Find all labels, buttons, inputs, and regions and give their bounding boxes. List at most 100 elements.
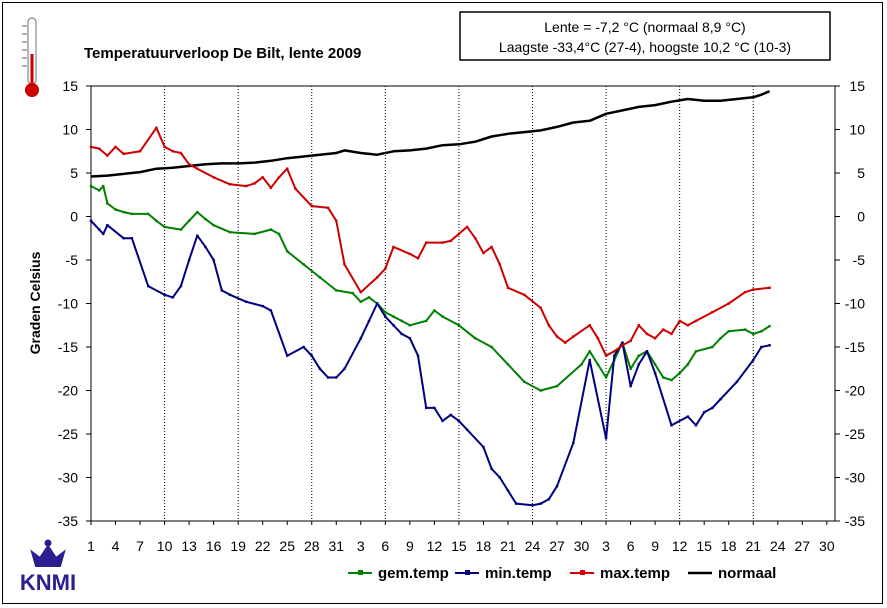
- data-point: [318, 367, 322, 370]
- data-point: [253, 232, 256, 236]
- y-tick-label-right: -15: [845, 339, 865, 355]
- data-point: [343, 263, 346, 266]
- data-point: [490, 345, 493, 349]
- data-point: [122, 210, 125, 214]
- data-point: [686, 415, 690, 418]
- data-point: [719, 398, 722, 401]
- x-tick-label: 27: [795, 538, 811, 554]
- x-tick-label: 15: [696, 538, 712, 554]
- data-point: [629, 367, 632, 370]
- data-point: [662, 376, 665, 379]
- data-point: [155, 126, 158, 129]
- data-point: [441, 241, 444, 244]
- data-point: [302, 263, 305, 266]
- data-point: [228, 230, 232, 234]
- data-point: [457, 419, 461, 423]
- data-point: [596, 337, 600, 340]
- data-point: [212, 176, 215, 179]
- data-point: [196, 234, 199, 237]
- data-point: [335, 376, 338, 379]
- data-point: [743, 290, 747, 294]
- data-point: [637, 324, 640, 327]
- knmi-logo: KNMI: [20, 539, 76, 595]
- data-point: [89, 145, 93, 149]
- legend-label: gem.temp: [378, 565, 449, 582]
- data-point: [187, 219, 191, 223]
- data-point: [629, 384, 632, 388]
- data-point: [335, 219, 338, 223]
- data-point: [179, 284, 183, 288]
- data-point: [531, 504, 534, 507]
- data-point: [286, 167, 289, 170]
- legend-item-gem-temp: gem.temp: [348, 565, 449, 582]
- data-point: [392, 245, 395, 249]
- data-point: [653, 371, 657, 375]
- y-tick-label-right: -10: [845, 296, 865, 312]
- data-point: [425, 241, 428, 244]
- data-point: [596, 363, 600, 366]
- data-point: [694, 350, 698, 353]
- data-point: [196, 167, 199, 170]
- series-min-temp: [89, 219, 771, 507]
- data-point: [441, 315, 444, 318]
- info-box: [459, 11, 831, 61]
- series-gem-temp: [89, 184, 771, 392]
- data-point: [694, 424, 698, 427]
- y-tick-label: -25: [58, 426, 78, 442]
- data-point: [130, 237, 134, 240]
- x-tick-label: 21: [745, 538, 761, 554]
- data-point: [588, 324, 591, 327]
- data-point: [572, 441, 575, 444]
- data-point: [482, 445, 485, 449]
- series-normaal: [90, 90, 771, 178]
- data-point: [752, 332, 755, 336]
- data-point: [408, 337, 412, 340]
- data-point: [694, 319, 698, 323]
- data-point: [269, 228, 273, 231]
- data-point: [286, 250, 289, 253]
- data-point: [179, 151, 183, 155]
- data-point: [392, 324, 395, 327]
- data-point: [384, 315, 387, 318]
- data-point: [277, 176, 281, 179]
- data-point: [171, 150, 174, 153]
- data-point: [89, 219, 93, 223]
- data-point: [106, 202, 109, 205]
- x-tick-label: 12: [672, 538, 688, 554]
- data-point: [416, 354, 420, 357]
- y-axis-label: Graden Celsius: [27, 251, 43, 354]
- data-point: [727, 330, 730, 333]
- data-point: [433, 309, 436, 312]
- x-tick-label: 27: [549, 538, 565, 554]
- data-point: [760, 345, 763, 349]
- data-point: [670, 424, 673, 427]
- data-point: [163, 225, 166, 229]
- x-tick-label: 9: [406, 538, 414, 554]
- y-tick-label-right: -30: [845, 470, 865, 486]
- data-point: [375, 276, 379, 279]
- legend-item-min-temp: min.temp: [455, 565, 552, 582]
- y-tick-label-right: 0: [857, 209, 865, 225]
- data-point: [563, 341, 567, 344]
- data-point: [400, 332, 403, 336]
- data-point: [359, 290, 363, 294]
- y-tick-label: -10: [58, 296, 78, 312]
- data-point: [539, 389, 542, 392]
- x-tick-label: 7: [136, 538, 144, 554]
- legend-marker: [358, 570, 363, 575]
- chart-title: Temperatuurverloop De Bilt, lente 2009: [84, 45, 361, 62]
- y-ticks-left: 15 10 5 0 -5 -10 -15 -20 -25 -30 -35: [58, 78, 91, 529]
- data-point: [637, 354, 640, 357]
- data-point: [588, 358, 591, 362]
- data-point: [711, 345, 714, 349]
- data-point: [89, 184, 93, 188]
- x-tick-label: 1: [87, 538, 95, 554]
- legend-marker: [465, 570, 470, 575]
- data-point: [498, 476, 501, 479]
- data-point: [138, 150, 142, 153]
- x-tick-label: 18: [476, 538, 492, 554]
- data-point: [490, 467, 493, 470]
- data-point: [179, 228, 183, 231]
- data-point: [204, 245, 207, 249]
